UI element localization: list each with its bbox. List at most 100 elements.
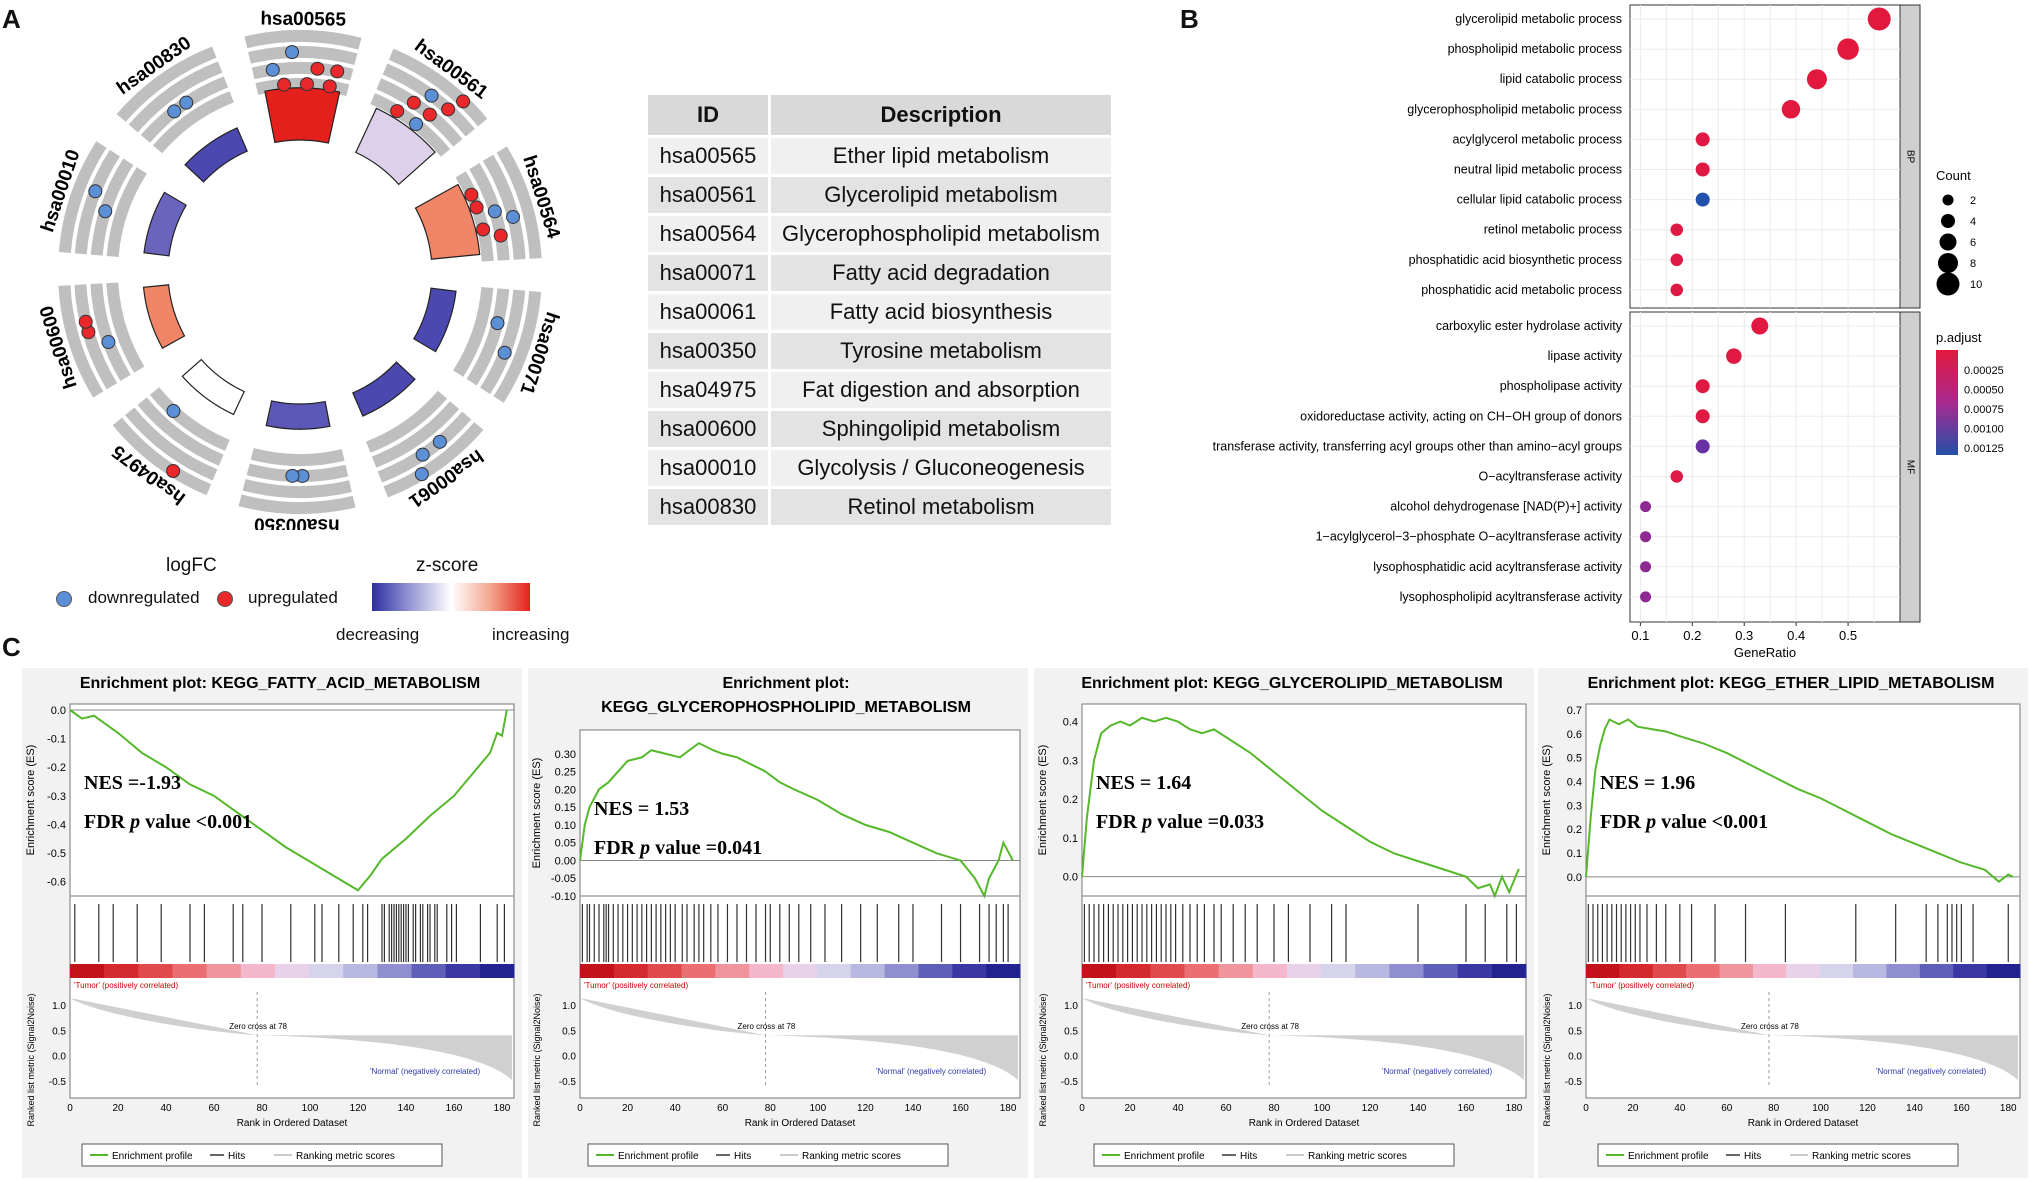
outer-track-segment [377, 411, 472, 483]
panel-a-letter: A [2, 4, 21, 34]
pathway-label-hsa00350: hsa00350 [254, 513, 340, 530]
es-y-tick-label: 0.0 [1567, 872, 1582, 884]
rank-heat-segment [1752, 964, 1787, 978]
x-tick-label: 60 [1721, 1103, 1733, 1114]
x-tick-label: 180 [494, 1103, 511, 1114]
upregulated-gene-dot [78, 314, 93, 329]
count-legend-dot [1942, 194, 1954, 206]
term-label: lipid catabolic process [1500, 72, 1622, 86]
es-y-tick-label: 0.3 [1567, 800, 1582, 812]
outer-track-segment [493, 290, 542, 403]
es-y-tick-label: -0.4 [47, 819, 66, 831]
term-label: cellular lipid catabolic process [1457, 193, 1622, 207]
table-cell-id: hsa00350 [648, 330, 771, 371]
term-label: phospholipid metabolic process [1448, 42, 1622, 56]
rank-heat-segment [1389, 964, 1425, 978]
rank-y-tick-label: 1.0 [52, 1001, 66, 1012]
count-legend-dot [1936, 272, 1960, 296]
rank-heat-segment [1423, 964, 1459, 978]
outer-track-segment [90, 158, 134, 256]
upregulated-gene-dot [310, 61, 325, 76]
rank-y-axis-label: Ranked list metric (Signal2Noise) [26, 993, 36, 1126]
es-y-tick-label: 0.1 [1567, 848, 1582, 860]
rank-y-tick-label: 0.0 [1064, 1052, 1078, 1063]
outer-track-segment [480, 289, 526, 395]
count-legend-label: 2 [1970, 195, 1976, 207]
upregulated-gene-dot [277, 77, 292, 92]
upregulated-gene-dot [406, 95, 421, 110]
zscore-bar [184, 127, 248, 183]
rank-heat-segment [1886, 964, 1921, 978]
metric-legend-label: Ranking metric scores [802, 1151, 901, 1162]
gsea-plot-glycerolipid: Enrichment plot: KEGG_GLYCEROLIPID_METAB… [1034, 668, 1534, 1178]
rank-heat-segment [783, 964, 818, 978]
term-label: phosphatidic acid biosynthetic process [1409, 253, 1622, 267]
es-y-tick-label: -0.1 [47, 734, 66, 746]
zscore-gradient-bar [372, 583, 530, 611]
rank-heat-segment [1082, 964, 1117, 978]
fdr-value: FDR p value <0.001 [1600, 811, 1768, 833]
rank-heat-segment [343, 964, 378, 978]
count-legend-dot [1941, 214, 1955, 228]
rank-heat-segment [1853, 964, 1887, 978]
outer-track-segment [244, 29, 362, 50]
rank-heat-segment [377, 964, 413, 978]
x-tick-label: 140 [1410, 1103, 1427, 1114]
outer-track-segment [58, 141, 107, 254]
x-axis-label: Rank in Ordered Dataset [1748, 1118, 1859, 1129]
term-dot [1670, 470, 1683, 483]
fdr-suffix: value =0.041 [650, 837, 762, 859]
outer-track-segment [116, 46, 217, 122]
term-label: carboxylic ester hydrolase activity [1436, 319, 1623, 333]
x-tick-label: 60 [717, 1103, 729, 1114]
table-cell-description: Fat digestion and absorption [769, 369, 1114, 410]
table-cell-id: hsa00600 [648, 408, 771, 449]
profile-legend-label: Enrichment profile [112, 1151, 193, 1162]
nes-value: NES = 1.96 [1600, 772, 1695, 794]
outer-track-segment [496, 146, 542, 259]
gsea-plot-fatty-acid: Enrichment plot: KEGG_FATTY_ACID_METABOL… [22, 668, 522, 1178]
term-dot [1751, 317, 1769, 335]
upregulated-gene-dot [441, 102, 456, 117]
x-tick-label: 0 [1079, 1103, 1085, 1114]
x-tick-label: 160 [1953, 1103, 1970, 1114]
rank-y-tick-label: 0.0 [562, 1052, 576, 1063]
term-dot [1806, 69, 1827, 90]
normal-label: 'Normal' (negatively correlated) [370, 1067, 481, 1076]
enrichment-profile-line [1081, 716, 1520, 899]
kegg-term-table: ID Description hsa00565 Ether lipid metab… [648, 95, 1114, 525]
tumor-label: 'Tumor' (positively correlated) [74, 981, 178, 990]
rank-heat-segment [1919, 964, 1954, 978]
es-y-tick-label: 0.0 [1063, 872, 1078, 884]
fdr-value: FDR p value =0.041 [594, 837, 762, 859]
fdr-prefix: FDR [594, 837, 640, 859]
zero-cross-label: Zero cross at 78 [738, 1022, 796, 1031]
outer-track-segment [106, 167, 147, 257]
gsea-legend-box [81, 1143, 443, 1167]
es-y-axis-label: Enrichment score (ES) [1541, 745, 1553, 856]
term-dot [1640, 531, 1652, 543]
padj-legend-title: p.adjust [1936, 330, 1982, 345]
table-cell-description: Glycerolipid metabolism [769, 174, 1114, 215]
facet-strip-MF [1899, 311, 1921, 623]
rank-heat-segment [445, 964, 481, 978]
table-cell-description: Glycolysis / Gluconeogenesis [769, 447, 1114, 488]
term-dot [1867, 7, 1891, 31]
rank-y-axis-label: Ranked list metric (Signal2Noise) [1038, 993, 1048, 1126]
hits-legend-label: Hits [1240, 1151, 1257, 1162]
term-label: glycerolipid metabolic process [1455, 12, 1622, 26]
es-y-tick-label: 0.20 [555, 784, 576, 796]
rank-y-axis-label: Ranked list metric (Signal2Noise) [532, 993, 542, 1126]
downregulated-gene-dot [285, 45, 300, 60]
rank-heat-segment [1116, 964, 1151, 978]
fdr-value: FDR p value <0.001 [84, 811, 252, 833]
term-label: alcohol dehydrogenase [NAD(P)+] activity [1390, 500, 1622, 514]
enrichment-profile-line [579, 741, 1014, 899]
term-dot [1781, 100, 1801, 119]
nes-value: NES =-1.93 [84, 772, 181, 794]
gsea-plot-glycerophospholipid: Enrichment plot: KEGG_GLYCEROPHOSPHOLIPID… [528, 668, 1028, 1178]
rank-heat-segment [1586, 964, 1620, 978]
x-tick-label: 120 [350, 1103, 367, 1114]
x-tick-label: 120 [857, 1103, 874, 1114]
term-label: lysophosphatidic acid acyltransferase ac… [1373, 560, 1622, 574]
